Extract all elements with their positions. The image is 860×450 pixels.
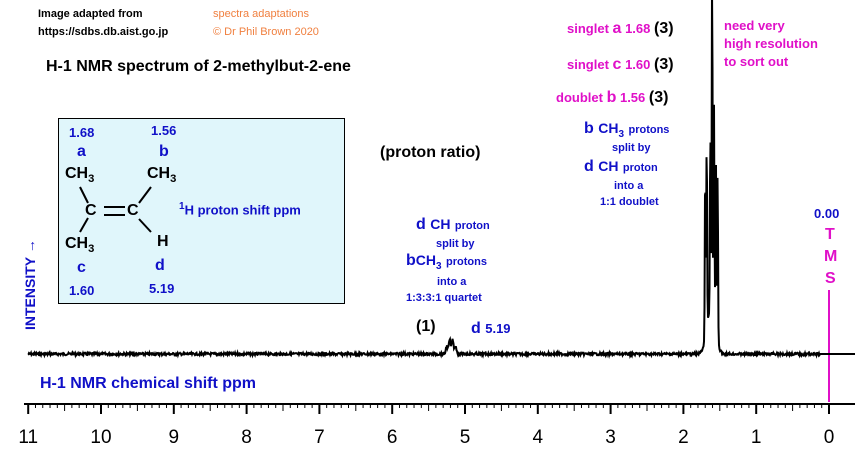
resolution-line3: to sort out bbox=[724, 54, 789, 69]
x-tick-label-6: 6 bbox=[387, 427, 398, 448]
credit-line1: Image adapted from bbox=[38, 8, 143, 20]
shift-d: 5.19 bbox=[149, 281, 175, 296]
chart-title: H-1 NMR spectrum of 2-methylbut-2-ene bbox=[46, 58, 351, 75]
doublet-b-label: doublet b 1.56 (3) bbox=[556, 89, 669, 106]
x-tick-label-2: 2 bbox=[678, 427, 689, 448]
doublet-line1: b CH3 protons bbox=[584, 120, 670, 141]
x-axis-label: H-1 NMR chemical shift ppm bbox=[40, 375, 257, 392]
label-d: d bbox=[155, 257, 165, 274]
proton-ratio-label: (proton ratio) bbox=[380, 144, 481, 161]
x-tick-label-7: 7 bbox=[314, 427, 325, 448]
x-tick-label-3: 3 bbox=[605, 427, 616, 448]
quartet-line5: 1:3:3:1 quartet bbox=[406, 292, 482, 304]
quartet-line1: d CH proton bbox=[416, 216, 490, 233]
atom-h: H bbox=[157, 233, 169, 250]
peak-d-label: d 5.19 bbox=[471, 320, 511, 337]
x-tick-label-4: 4 bbox=[533, 427, 544, 448]
x-tick-label-8: 8 bbox=[241, 427, 252, 448]
tms-shift: 0.00 bbox=[814, 206, 840, 221]
spectrum-trace bbox=[27, 0, 855, 360]
singlet-a-label: singlet a 1.68 (3) bbox=[567, 20, 674, 37]
resolution-line1: need very bbox=[724, 18, 785, 33]
tms-s: S bbox=[825, 270, 836, 287]
quartet-line4: into a bbox=[437, 276, 467, 288]
tms-m: M bbox=[824, 248, 838, 265]
group-b: CH3 bbox=[147, 165, 177, 186]
shift-legend: 1H proton shift ppm bbox=[179, 201, 301, 218]
singlet-c-label: singlet c 1.60 (3) bbox=[567, 56, 674, 73]
label-c: c bbox=[77, 259, 86, 276]
shift-b: 1.56 bbox=[151, 123, 177, 138]
x-tick-label-10: 10 bbox=[90, 427, 111, 448]
credit-line2: https://sdbs.db.aist.go.jp bbox=[38, 26, 169, 38]
quartet-line3: bCH3 protons bbox=[406, 252, 487, 273]
shift-a: 1.68 bbox=[69, 125, 95, 140]
x-tick-label-9: 9 bbox=[169, 427, 180, 448]
doublet-line5: 1:1 doublet bbox=[600, 196, 659, 208]
doublet-line3: d CH proton bbox=[584, 158, 658, 175]
credit-adapt2: © Dr Phil Brown 2020 bbox=[213, 26, 319, 38]
carbon-2: C bbox=[127, 202, 139, 219]
credit-adapt1: spectra adaptations bbox=[213, 8, 310, 20]
peak-d-ratio: (1) bbox=[416, 318, 436, 335]
group-c: CH3 bbox=[65, 235, 95, 256]
group-a: CH3 bbox=[65, 165, 95, 186]
structure-box: 1.68 1.56 a b CH3 CH3 C C 1H proton shif… bbox=[58, 118, 345, 304]
shift-c: 1.60 bbox=[69, 283, 95, 298]
structure-bonds bbox=[79, 186, 152, 233]
quartet-line2: split by bbox=[436, 238, 475, 250]
x-tick-label-0: 0 bbox=[824, 427, 835, 448]
label-b: b bbox=[159, 143, 169, 160]
x-tick-label-5: 5 bbox=[460, 427, 471, 448]
tms-t: T bbox=[825, 226, 835, 243]
doublet-line2: split by bbox=[612, 142, 651, 154]
doublet-line4: into a bbox=[614, 180, 644, 192]
resolution-line2: high resolution bbox=[724, 36, 818, 51]
x-tick-label-11: 11 bbox=[18, 427, 38, 448]
carbon-1: C bbox=[85, 202, 97, 219]
x-tick-label-1: 1 bbox=[751, 427, 762, 448]
label-a: a bbox=[77, 143, 86, 160]
